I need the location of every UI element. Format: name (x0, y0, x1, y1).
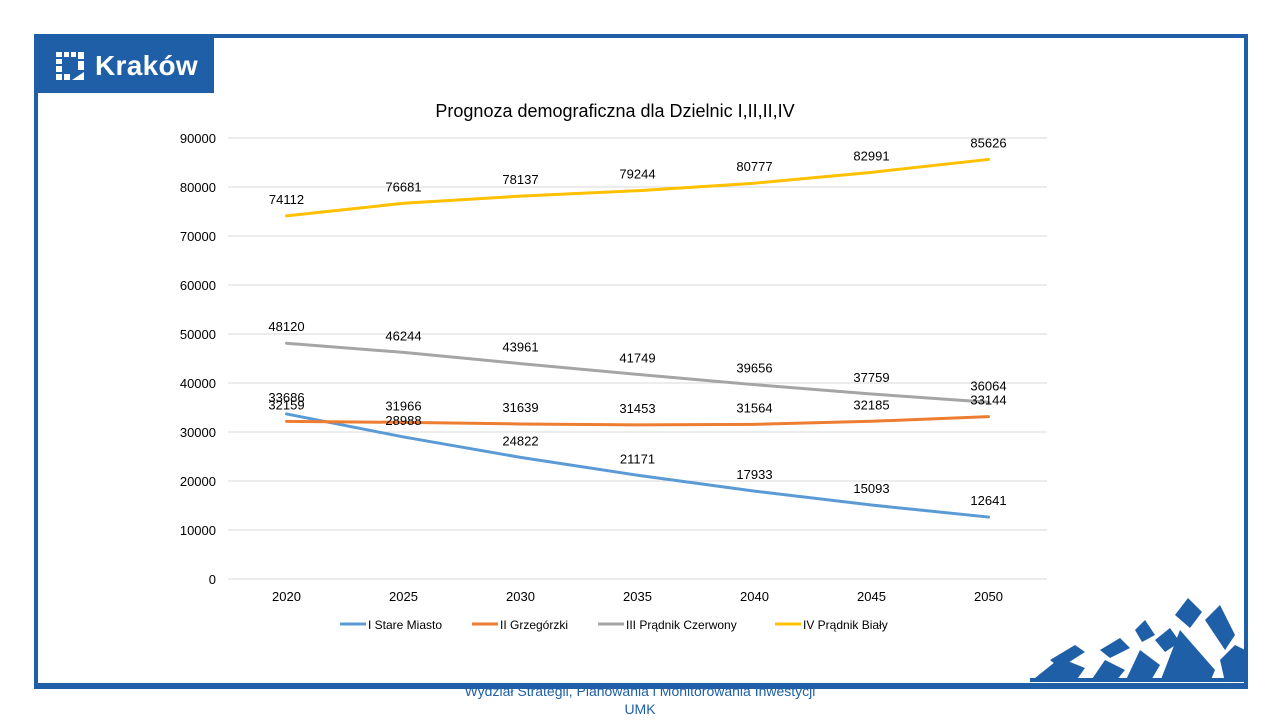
legend-label: I Stare Miasto (368, 618, 442, 632)
krakow-city-mark-icon (55, 51, 85, 81)
data-label: 15093 (853, 481, 889, 496)
slide-frame (34, 34, 1248, 689)
krakow-logo: Kraków (38, 38, 214, 93)
y-tick-label: 30000 (180, 425, 216, 440)
legend-item: II Grzegórzki (472, 618, 568, 632)
logo-text: Kraków (95, 49, 198, 81)
legend-item: I Stare Miasto (340, 618, 442, 632)
data-label: 24822 (502, 433, 538, 448)
data-label: 85626 (970, 135, 1006, 150)
x-axis-ticks: 2020 2025 2030 2035 2040 2045 2050 (272, 589, 1003, 604)
data-label: 41749 (619, 350, 655, 365)
y-tick-label: 50000 (180, 327, 216, 342)
data-label: 17933 (736, 467, 772, 482)
footer-org: UMK (624, 701, 656, 717)
y-tick-label: 10000 (180, 523, 216, 538)
x-tick-label: 2045 (857, 589, 886, 604)
data-label: 12641 (970, 493, 1006, 508)
legend-item: III Prądnik Czerwony (598, 618, 737, 632)
footer-department: Wydział Strategii, Planowania i Monitoro… (464, 683, 816, 699)
legend-item: IV Prądnik Biały (775, 618, 888, 632)
data-label: 80777 (736, 159, 772, 174)
data-labels: 33686 28988 24822 21171 17933 15093 12641 32159… (268, 135, 1006, 508)
data-label: 33686 (268, 390, 304, 405)
data-label: 31966 (385, 398, 421, 413)
data-label: 43961 (502, 340, 538, 355)
series-line-i-stare-miasto (285, 412, 990, 519)
data-label: 31639 (502, 400, 538, 415)
gridlines (228, 137, 1047, 580)
krakow-map-decoration (1030, 598, 1245, 682)
data-label: 74112 (269, 192, 304, 207)
x-tick-label: 2035 (623, 589, 652, 604)
x-tick-label: 2040 (740, 589, 769, 604)
legend-label: II Grzegórzki (500, 618, 568, 632)
data-label: 79244 (619, 167, 655, 182)
data-label: 32159 (268, 397, 304, 412)
y-tick-label: 0 (209, 572, 216, 587)
data-label: 76681 (385, 179, 421, 194)
data-label: 21171 (620, 451, 655, 466)
data-label: 39656 (736, 361, 772, 376)
data-label: 78137 (502, 172, 538, 187)
series-line-ii-grzegórzki (285, 415, 990, 427)
y-axis-ticks: 0 10000 20000 30000 40000 50000 60000 70000 8000… (180, 131, 216, 587)
data-label: 48120 (268, 319, 304, 334)
x-tick-label: 2020 (272, 589, 301, 604)
x-tick-label: 2025 (389, 589, 418, 604)
data-label: 36064 (970, 378, 1006, 393)
x-tick-label: 2050 (974, 589, 1003, 604)
legend-label: III Prądnik Czerwony (626, 618, 737, 632)
data-label: 31564 (736, 400, 772, 415)
data-label: 31453 (619, 401, 655, 416)
y-tick-label: 20000 (180, 474, 216, 489)
data-label: 28988 (385, 413, 421, 428)
x-tick-label: 2030 (506, 589, 535, 604)
legend: I Stare Miasto II Grzegórzki III Prądnik C… (340, 618, 888, 632)
y-tick-label: 40000 (180, 376, 216, 391)
y-tick-label: 80000 (180, 180, 216, 195)
data-label: 33144 (970, 393, 1006, 408)
series-line-iii-prądnik-czerwony (285, 341, 990, 404)
data-label: 32185 (853, 397, 889, 412)
legend-label: IV Prądnik Biały (803, 618, 888, 632)
chart-title: Prognoza demograficzna dla Dzielnic I,II… (435, 101, 794, 121)
data-label: 37759 (853, 370, 889, 385)
series-line-iv-prądnik-biały (285, 157, 990, 218)
data-label: 46244 (385, 328, 421, 343)
y-tick-label: 70000 (180, 229, 216, 244)
y-tick-label: 60000 (180, 278, 216, 293)
y-tick-label: 90000 (180, 131, 216, 146)
series-lines (285, 157, 990, 519)
data-label: 82991 (853, 148, 889, 163)
